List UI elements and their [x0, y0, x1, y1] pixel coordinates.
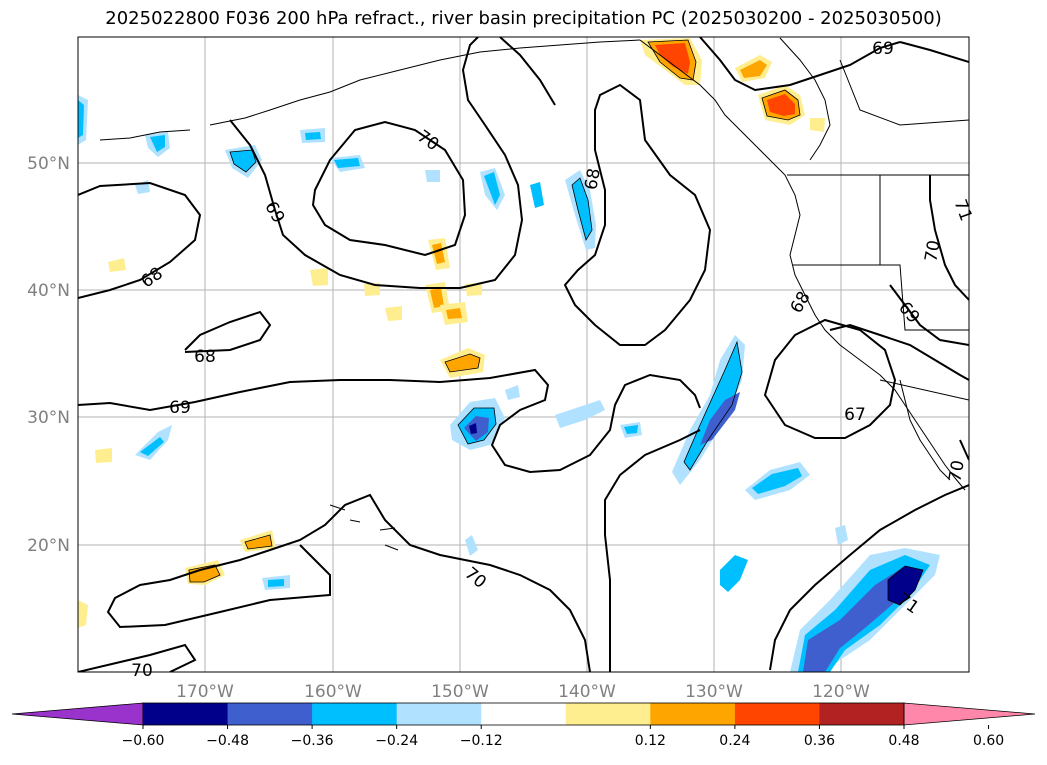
lat-label-50n: 50°N	[27, 154, 70, 174]
contour-label: 70	[921, 239, 944, 264]
latitude-labels: 50°N 40°N 30°N 20°N	[27, 154, 70, 556]
colorbar-extend-high	[903, 702, 1036, 726]
colorbar-tick-label: −0.12	[460, 733, 503, 749]
anomaly-outlines	[188, 39, 924, 606]
colorbar-segment	[396, 703, 482, 725]
refractivity-contours	[78, 37, 969, 672]
contour-label: 70	[131, 661, 153, 681]
longitude-labels: 170°W 160°W 150°W 140°W 130°W 120°W	[176, 682, 870, 702]
colorbar-tick-label: −0.24	[375, 733, 418, 749]
map-frame	[77, 36, 970, 673]
colorbar-segment	[565, 703, 651, 725]
contour-label: 70	[945, 459, 968, 484]
colorbar-outline	[142, 702, 905, 726]
colorbar-segment	[734, 703, 820, 725]
colorbar-tick-label: 0.60	[973, 733, 1004, 749]
colorbar-tick-label: −0.60	[122, 733, 165, 749]
colorbar-segment	[650, 703, 736, 725]
lat-label-40n: 40°N	[27, 281, 70, 301]
lon-label-170w: 170°W	[176, 682, 234, 702]
lon-label-160w: 160°W	[304, 682, 362, 702]
contour-label: 68	[581, 167, 604, 192]
colorbar-segment	[312, 703, 398, 725]
negative-anomalies	[78, 95, 940, 672]
colorbar-segment	[143, 703, 229, 725]
lon-label-120w: 120°W	[812, 682, 870, 702]
contour-label: 67	[844, 405, 866, 425]
map-area	[78, 37, 969, 672]
colorbar-tick-label: −0.48	[206, 733, 249, 749]
map-title: 2025022800 F036 200 hPa refract., river …	[105, 8, 942, 29]
colorbar-tick-label: 0.12	[635, 733, 666, 749]
contour-label: 68	[194, 347, 216, 367]
colorbar-tick-label: −0.36	[291, 733, 334, 749]
colorbar-segment	[227, 703, 313, 725]
contour-label: 69	[169, 398, 191, 418]
lon-label-130w: 130°W	[685, 682, 743, 702]
colorbar-segment	[819, 703, 905, 725]
colorbar-tick-label: 0.24	[719, 733, 750, 749]
colorbar-extend-low	[11, 702, 144, 726]
lat-label-30n: 30°N	[27, 408, 70, 428]
coastlines	[99, 37, 969, 551]
colorbar-tick-label: 0.36	[804, 733, 835, 749]
lat-label-20n: 20°N	[27, 536, 70, 556]
colorbar-segment	[481, 703, 567, 725]
lon-label-150w: 150°W	[431, 682, 489, 702]
contour-label: 69	[872, 39, 894, 59]
colorbar-tick-label: 0.48	[888, 733, 919, 749]
lon-label-140w: 140°W	[558, 682, 616, 702]
colorbar: −0.60 −0.48 −0.36 −0.24 −0.12 0.12 0.24 0.36 0.4…	[11, 702, 1036, 749]
